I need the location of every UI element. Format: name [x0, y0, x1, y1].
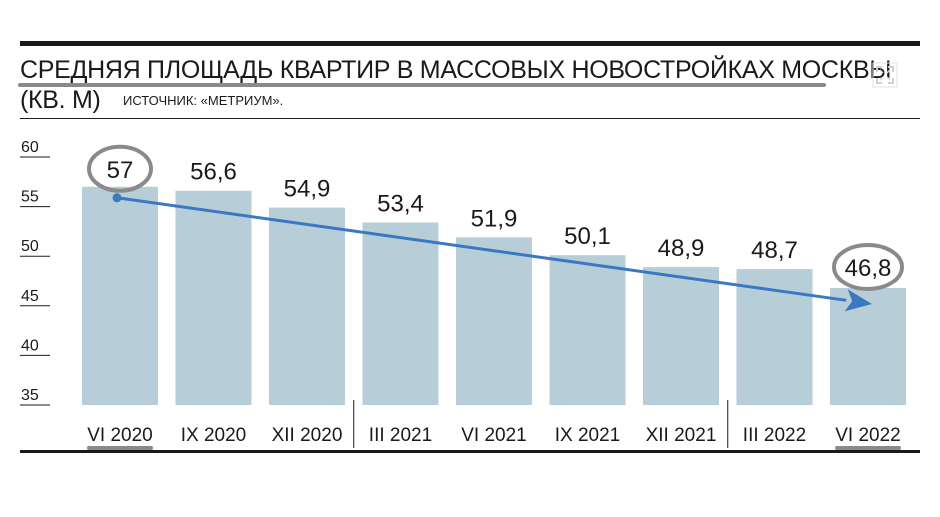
- year-separators: [353, 400, 729, 448]
- y-tick-label: 35: [21, 387, 39, 404]
- highlight-circle: [87, 144, 153, 193]
- chart-title: СРЕДНЯЯ ПЛОЩАДЬ КВАРТИР В МАССОВЫХ НОВОС…: [20, 56, 892, 84]
- x-tick-label: VI 2022: [835, 425, 901, 446]
- data-label: 53,4: [377, 190, 424, 217]
- bar: [549, 255, 626, 405]
- data-label: 46,8: [845, 255, 892, 282]
- title-underline: [18, 83, 826, 87]
- unit-label: (КВ. М): [20, 86, 101, 114]
- bar: [175, 190, 252, 405]
- data-label: 56,6: [190, 159, 237, 186]
- highlight-circle: [832, 242, 904, 291]
- value-labels: 57 56,6 54,9 53,4 51,9 50,1 48,9 48,7 46,8: [107, 157, 892, 282]
- expand-icon[interactable]: [872, 62, 898, 88]
- y-axis: 60 55 50 45 40 35: [20, 139, 50, 406]
- x-tick-label: VI 2021: [461, 425, 527, 446]
- highlight-underline: [835, 446, 901, 450]
- bar: [643, 267, 719, 405]
- source-label: ИСТОЧНИК: «МЕТРИУМ».: [122, 93, 284, 108]
- bars: [82, 186, 906, 405]
- header-divider: [20, 118, 920, 119]
- trend-arrow: [112, 193, 872, 312]
- top-rule: [20, 41, 920, 46]
- trend-arrowhead: [844, 289, 872, 312]
- bar: [269, 207, 345, 405]
- x-tick-label: VI 2020: [87, 425, 153, 446]
- highlights: [87, 144, 904, 450]
- trend-line: [116, 196, 847, 302]
- y-tick-label: 50: [21, 238, 39, 255]
- x-tick-label: III 2021: [369, 425, 432, 446]
- subtitle-row: (КВ. М) ИСТОЧНИК: «МЕТРИУМ».: [20, 86, 283, 115]
- trend-start-dot: [112, 193, 122, 203]
- bar: [736, 269, 813, 405]
- x-tick-label: III 2022: [743, 425, 806, 446]
- y-tick-label: 55: [21, 189, 39, 206]
- y-tick-label: 45: [21, 288, 39, 305]
- data-label: 48,7: [751, 237, 798, 264]
- bar: [362, 222, 439, 405]
- bar: [830, 287, 906, 405]
- data-label: 57: [107, 157, 134, 184]
- x-tick-label: IX 2021: [555, 425, 621, 446]
- highlight-underline: [87, 446, 153, 450]
- data-label: 54,9: [284, 176, 331, 203]
- bar: [456, 237, 532, 405]
- bar: [82, 186, 158, 405]
- x-tick-label: IX 2020: [181, 425, 247, 446]
- data-label: 51,9: [471, 205, 518, 232]
- bottom-rule: [20, 450, 920, 453]
- y-tick-label: 60: [21, 139, 39, 156]
- y-tick-label: 40: [21, 337, 39, 354]
- x-tick-label: XII 2020: [272, 425, 343, 446]
- x-tick-label: XII 2021: [646, 425, 717, 446]
- x-axis-labels: VI 2020 IX 2020 XII 2020 III 2021 VI 2021 IX …: [87, 425, 901, 446]
- data-label: 48,9: [658, 235, 705, 262]
- data-label: 50,1: [564, 223, 611, 250]
